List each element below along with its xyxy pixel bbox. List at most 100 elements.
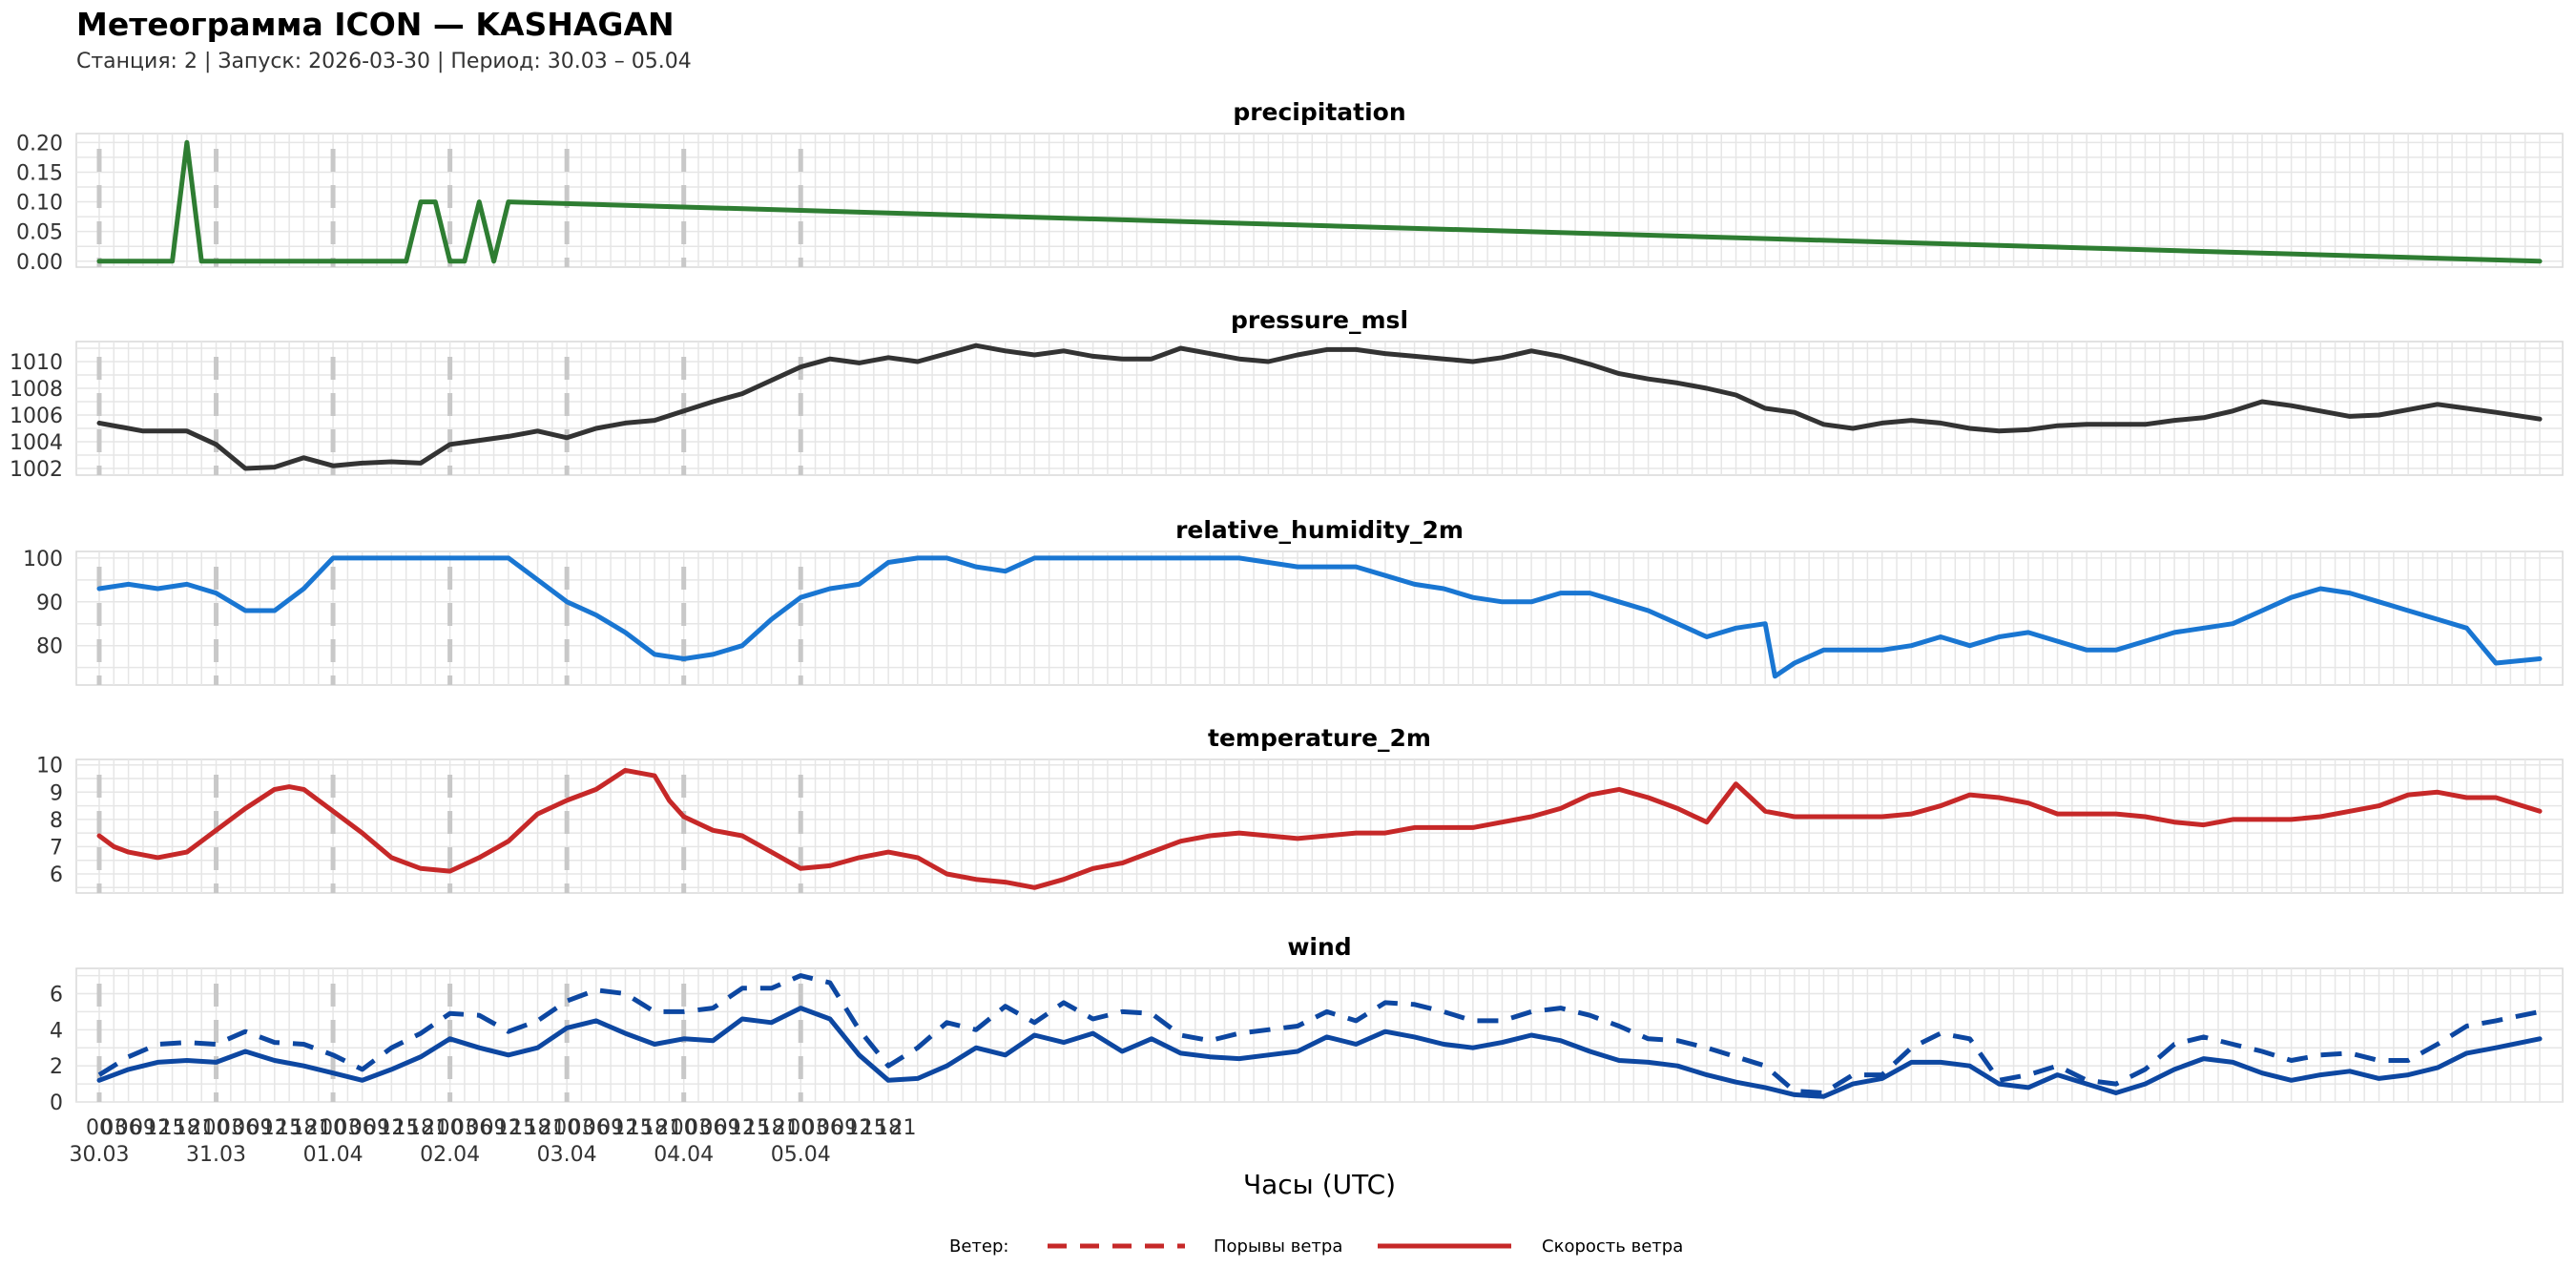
x-tick-hour: 18 — [407, 1116, 434, 1140]
x-tick-hour: 15 — [276, 1116, 302, 1140]
x-tick-hour: 21 — [889, 1116, 916, 1140]
series-line-temperature_2m — [96, 767, 2543, 890]
x-tick-hour: 00 — [203, 1116, 230, 1140]
panel-title: relative_humidity_2m — [1175, 516, 1464, 544]
panel-title: precipitation — [1233, 98, 1405, 126]
x-tick-hour: 00 — [553, 1116, 580, 1140]
x-tick-hour: 03 — [802, 1116, 829, 1140]
x-tick-hour: 03 — [334, 1116, 361, 1140]
x-tick-hour: 00 — [671, 1116, 697, 1140]
x-tick-hour: 21 — [655, 1116, 682, 1140]
x-tick-hour: 09 — [246, 1116, 273, 1140]
x-tick-hour: 12 — [729, 1116, 756, 1140]
x-tick-hour: 03 — [218, 1116, 244, 1140]
legend: Ветер: Порывы ветра Скорость ветра — [949, 1236, 1683, 1257]
panel-temperature_2m: temperature_2m 6 7 8 910 — [36, 724, 2564, 894]
x-tick-day: 01.04 — [303, 1143, 364, 1167]
x-tick-hour: 21 — [539, 1116, 566, 1140]
y-tick-label: 1006 — [10, 405, 63, 428]
x-tick-hour: 18 — [875, 1116, 902, 1140]
y-tick-label: 6 — [50, 863, 63, 887]
x-tick-hour: 06 — [817, 1116, 843, 1140]
x-tick-hour: 15 — [743, 1116, 770, 1140]
x-tick-day: 05.04 — [771, 1143, 831, 1167]
x-tick-hour: 06 — [349, 1116, 376, 1140]
y-tick-label: 8 — [50, 809, 63, 833]
chart-subtitle: Станция: 2 | Запуск: 2026-03-30 | Период… — [76, 50, 692, 73]
x-axis-label: Часы (UTC) — [1243, 1169, 1396, 1200]
x-tick-hour: 12 — [846, 1116, 873, 1140]
x-tick-hour: 00 — [320, 1116, 346, 1140]
x-tick-hour: 12 — [495, 1116, 522, 1140]
panel-wind: wind 0 2 4 6 — [50, 933, 2564, 1115]
x-tick-hour: 12 — [261, 1116, 288, 1140]
series-line-precipitation — [96, 139, 2543, 264]
y-tick-label: 4 — [50, 1019, 63, 1043]
panel-frame — [75, 967, 2564, 1103]
x-tick-hour: 21 — [188, 1116, 215, 1140]
panel-relative_humidity_2m: relative_humidity_2m 80 90 100 — [23, 516, 2564, 686]
x-tick-hour: 12 — [612, 1116, 638, 1140]
legend-title: Ветер: — [949, 1236, 1008, 1257]
x-tick-hour: 06 — [466, 1116, 492, 1140]
x-tick-hour: 06 — [583, 1116, 610, 1140]
y-tick-label: 80 — [36, 635, 63, 659]
x-tick-hour: 09 — [364, 1116, 390, 1140]
y-tick-label: 9 — [50, 781, 63, 805]
x-tick-day: 31.03 — [186, 1143, 246, 1167]
y-tick-label: 10 — [36, 755, 63, 779]
panel-title: temperature_2m — [1208, 724, 1431, 752]
legend-gusts-label: Порывы ветра — [1214, 1236, 1342, 1257]
x-tick-hour: 18 — [525, 1116, 551, 1140]
x-tick-hour: 18 — [758, 1116, 785, 1140]
x-tick-hour: 00 — [437, 1116, 464, 1140]
x-tick-hour: 12 — [144, 1116, 171, 1140]
y-tick-label: 1002 — [10, 458, 63, 482]
x-tick-hour: 15 — [861, 1116, 887, 1140]
y-tick-label: 0.20 — [16, 132, 63, 156]
y-tick-label: 1008 — [10, 378, 63, 402]
y-tick-label: 0.05 — [16, 221, 63, 245]
x-tick-hour: 21 — [773, 1116, 800, 1140]
x-tick-hour: 15 — [509, 1116, 536, 1140]
x-tick-hour: 15 — [393, 1116, 420, 1140]
x-tick-hour: 03 — [685, 1116, 712, 1140]
x-tick-day: 04.04 — [654, 1143, 714, 1167]
x-tick-hour: 18 — [290, 1116, 317, 1140]
chart-title: Метеограмма ICON — KASHAGAN — [76, 6, 675, 43]
x-tick-hour: 09 — [597, 1116, 624, 1140]
x-tick-hour: 06 — [115, 1116, 142, 1140]
y-tick-label: 1004 — [10, 431, 63, 455]
x-tick-hour: 09 — [715, 1116, 741, 1140]
y-tick-label: 0.15 — [16, 161, 63, 185]
y-tick-label: 1010 — [10, 351, 63, 375]
x-tick-hour: 15 — [627, 1116, 654, 1140]
x-tick-hour: 18 — [174, 1116, 200, 1140]
x-tick-hour: 18 — [641, 1116, 668, 1140]
x-tick-hour: 03 — [568, 1116, 594, 1140]
panel-frame — [75, 758, 2564, 894]
x-tick-hour: 09 — [130, 1116, 156, 1140]
x-tick-hour: 21 — [305, 1116, 332, 1140]
x-tick-day: 30.03 — [70, 1143, 130, 1167]
x-tick-hour: 06 — [699, 1116, 726, 1140]
panel-title: pressure_msl — [1231, 306, 1408, 334]
y-tick-label: 6 — [50, 983, 63, 1007]
x-tick-hour: 03 — [100, 1116, 127, 1140]
y-tick-label: 0.10 — [16, 192, 63, 216]
x-tick-day: 03.04 — [537, 1143, 597, 1167]
panel-precipitation: precipitation 0.00 0.05 0.10 0.15 0.20 — [16, 98, 2564, 275]
y-tick-label: 0.00 — [16, 251, 63, 275]
y-tick-label: 90 — [36, 592, 63, 615]
x-tick-hour: 09 — [481, 1116, 508, 1140]
panel-frame — [75, 341, 2564, 476]
y-tick-label: 100 — [23, 548, 63, 571]
y-tick-label: 0 — [50, 1091, 63, 1115]
x-tick-hour: 09 — [831, 1116, 858, 1140]
x-tick-hour: 15 — [159, 1116, 186, 1140]
x-tick-hour: 03 — [451, 1116, 478, 1140]
x-tick-hour: 21 — [422, 1116, 448, 1140]
x-tick-day: 02.04 — [420, 1143, 480, 1167]
x-tick-hour: 12 — [378, 1116, 405, 1140]
